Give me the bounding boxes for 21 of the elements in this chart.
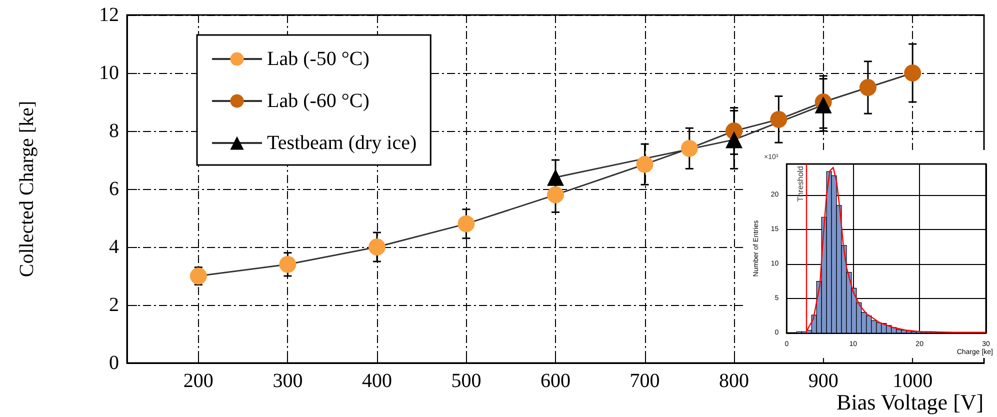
x-tick-label: 1000 (892, 370, 933, 392)
y-tick-label: 4 (109, 236, 119, 258)
y-tick-label: 12 (99, 4, 119, 26)
y-tick-label: 6 (109, 178, 119, 200)
legend-label: Lab (-50 °C) (267, 48, 370, 70)
x-tick-label: 300 (272, 370, 303, 392)
y-axis-title: Collected Charge [ke] (16, 100, 38, 278)
x-tick-label: 500 (451, 370, 482, 392)
x-tick-label: 900 (808, 370, 838, 392)
x-tick-label: 200 (183, 370, 214, 392)
y-tick-label: 8 (109, 120, 119, 142)
y-tick-label: 2 (109, 294, 119, 316)
ref-line-label: Threshold (796, 166, 806, 202)
x-axis-title: Bias Voltage [V] (836, 390, 984, 414)
x-tick-label: 400 (362, 370, 392, 392)
x-tick-label: 800 (719, 370, 750, 392)
y-tick-label: 10 (99, 62, 119, 84)
legend-label: Testbeam (dry ice) (267, 132, 417, 154)
x-tick-label: 600 (540, 370, 570, 392)
legend-label: Lab (-60 °C) (267, 90, 370, 112)
x-tick-label: 700 (630, 370, 660, 392)
